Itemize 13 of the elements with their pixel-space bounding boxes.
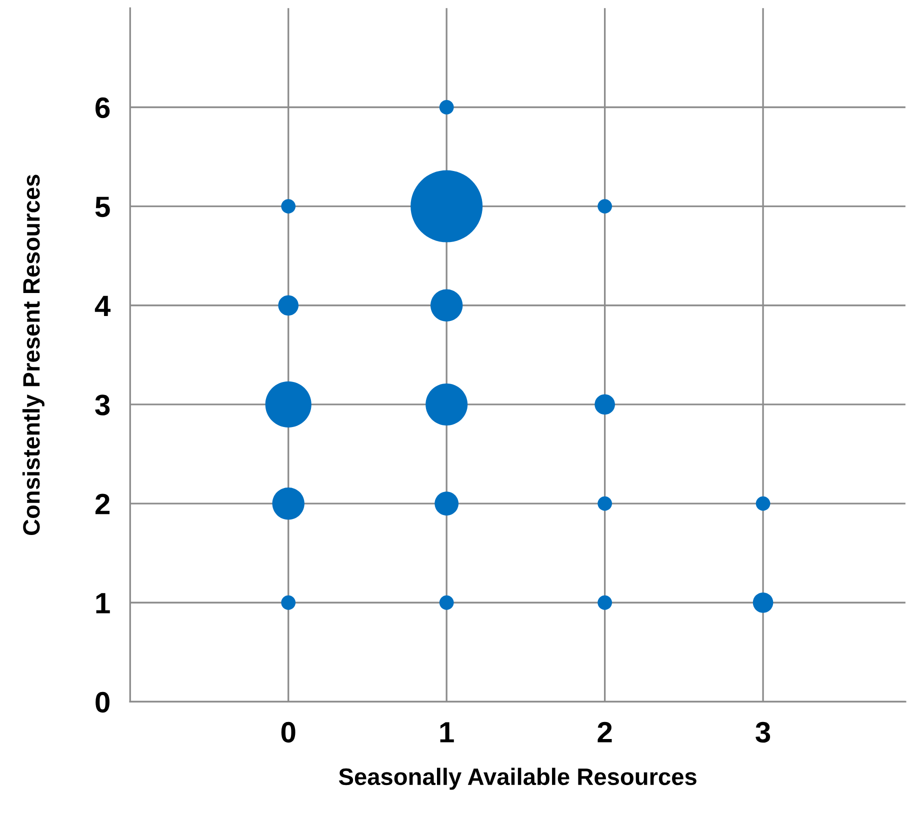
x-tick-label: 1 xyxy=(440,722,454,742)
y-tick-label: 0 xyxy=(96,692,110,713)
x-tick-label: 3 xyxy=(756,722,770,743)
y-tick-label: 5 xyxy=(95,196,110,218)
x-axis-title: Seasonally Available Resources xyxy=(338,768,696,790)
x-tick-label: 0 xyxy=(281,722,296,743)
y-tick-label: 4 xyxy=(94,296,111,316)
y-tick-label: 3 xyxy=(95,394,110,416)
y-tick-label: 1 xyxy=(96,593,110,614)
y-axis-title: Consistently Present Resources xyxy=(22,174,44,536)
y-tick-label: 6 xyxy=(96,97,110,118)
y-tick-label: 2 xyxy=(95,494,110,514)
x-tick-label: 2 xyxy=(598,722,612,742)
